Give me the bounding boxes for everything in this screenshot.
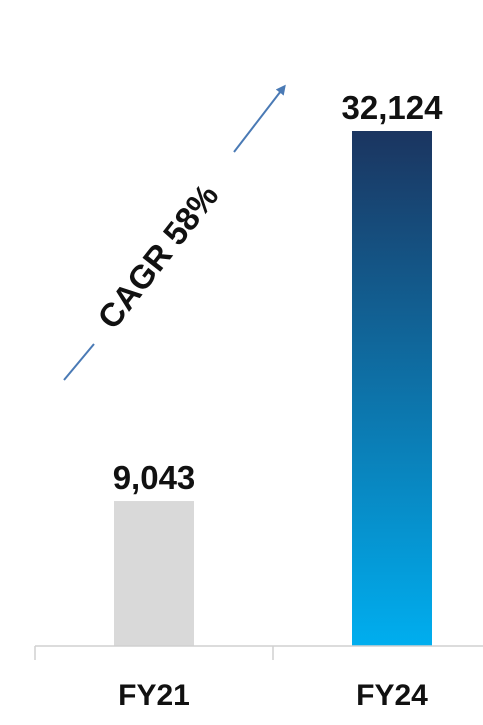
cagr-annotation: CAGR 58% — [63, 84, 286, 381]
bar-fy21 — [114, 501, 194, 646]
value-labels-group: 9,043 32,124 — [113, 89, 443, 496]
category-label-fy21: FY21 — [118, 679, 190, 712]
cagr-arrow-tail — [63, 343, 95, 381]
value-label-fy21: 9,043 — [113, 459, 196, 496]
cagr-arrow-line — [233, 84, 286, 153]
value-label-fy24: 32,124 — [342, 89, 444, 126]
bar-fy24 — [352, 131, 432, 646]
x-axis — [34, 645, 483, 660]
category-labels-group: FY21 FY24 — [118, 679, 428, 712]
category-label-fy24: FY24 — [356, 679, 428, 712]
cagr-label: CAGR 58% — [90, 177, 225, 336]
bars-group — [114, 131, 432, 646]
